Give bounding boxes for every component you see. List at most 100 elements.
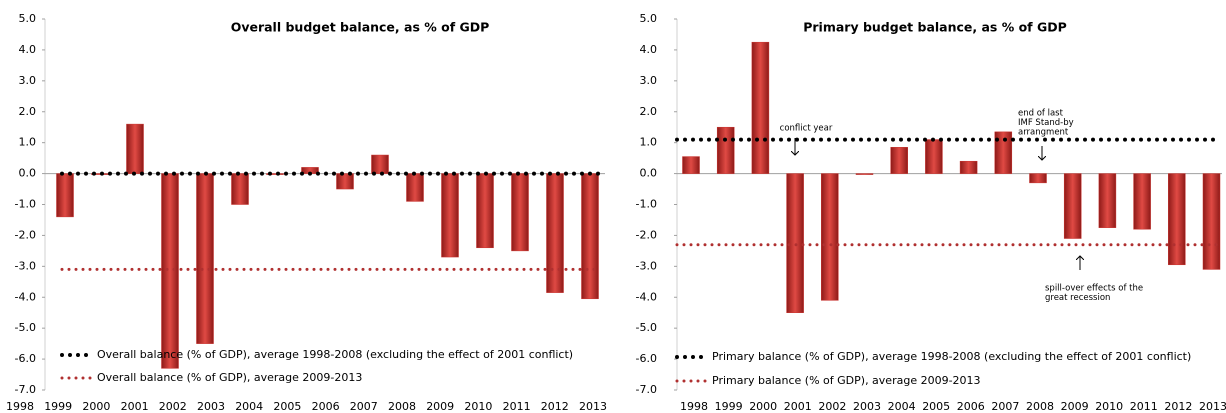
x-tick-label: 2012 <box>1164 400 1192 413</box>
bar <box>959 160 978 174</box>
bar <box>786 173 804 313</box>
annotation: great recession <box>1045 293 1110 303</box>
y-tick-label: -3.0 <box>15 259 36 272</box>
bar <box>682 156 700 174</box>
bar <box>511 173 529 252</box>
x-tick-label: 2007 <box>991 400 1019 413</box>
annotation: spill-over effects of the <box>1045 284 1143 294</box>
annotation: IMF Stand-by <box>1018 118 1074 128</box>
y-tick-label: 0.0 <box>19 167 37 180</box>
bar <box>581 173 599 300</box>
x-tick-label: 2004 <box>235 400 263 413</box>
y-tick-label: 3.0 <box>19 74 37 87</box>
bar <box>821 173 839 301</box>
x-tick-label: 1999 <box>715 400 743 413</box>
x-tick-label: 2007 <box>350 400 378 413</box>
y-tick-label: -5.0 <box>636 321 657 334</box>
x-tick-label: 2011 <box>1130 400 1158 413</box>
bar <box>1168 173 1186 266</box>
x-tick-label: 2009 <box>426 400 454 413</box>
y-tick-label: -6.0 <box>636 352 657 365</box>
x-tick-label: 2005 <box>273 400 301 413</box>
y-tick-label: 4.0 <box>640 43 658 56</box>
bar <box>890 147 908 174</box>
bar <box>231 173 249 205</box>
x-tick-label: 2008 <box>388 400 416 413</box>
x-tick-label: 2013 <box>1199 400 1226 413</box>
bar <box>406 173 424 202</box>
x-tick-label: 1999 <box>44 400 72 413</box>
bar <box>126 123 144 174</box>
chart-title: Overall budget balance, as % of GDP <box>231 20 490 35</box>
x-tick-label: 2012 <box>541 400 569 413</box>
y-tick-label: -1.0 <box>636 198 657 211</box>
bar <box>751 41 770 174</box>
x-tick-label: 2009 <box>1061 400 1089 413</box>
bar <box>1029 173 1047 184</box>
x-tick-label: 2000 <box>749 400 777 413</box>
bar <box>1202 173 1221 270</box>
y-tick-label: 2.0 <box>640 105 658 118</box>
y-tick-label: 1.0 <box>640 136 658 149</box>
x-tick-label: 2006 <box>957 400 985 413</box>
y-tick-label: 4.0 <box>19 43 37 56</box>
y-tick-label: -4.0 <box>636 290 657 303</box>
x-tick-label: 2003 <box>853 400 881 413</box>
y-tick-label: -7.0 <box>15 383 36 396</box>
y-tick-label: -7.0 <box>636 383 657 396</box>
bar <box>1098 173 1117 228</box>
y-tick-label: -1.0 <box>15 198 36 211</box>
bar <box>546 173 564 293</box>
y-tick-label: 2.0 <box>19 105 37 118</box>
bar <box>441 173 459 258</box>
bar <box>476 173 494 249</box>
x-tick-label: 2002 <box>818 400 846 413</box>
y-tick-label: 1.0 <box>19 136 37 149</box>
y-tick-label: -6.0 <box>15 352 36 365</box>
x-tick-label: 2000 <box>82 400 110 413</box>
x-tick-label: 2013 <box>579 400 607 413</box>
legend-label: Overall balance (% of GDP), average 1998… <box>97 348 573 361</box>
y-tick-label: -5.0 <box>15 321 36 334</box>
legend-label: Primary balance (% of GDP), average 1998… <box>712 350 1191 363</box>
bar <box>925 139 943 174</box>
bar <box>716 126 735 174</box>
y-tick-label: 3.0 <box>640 74 658 87</box>
y-tick-label: 5.0 <box>640 12 658 25</box>
bar <box>56 173 74 218</box>
x-tick-label: 2001 <box>121 400 149 413</box>
annotation: arrangment <box>1018 128 1069 138</box>
annotation: end of last <box>1018 109 1064 119</box>
y-tick-label: -2.0 <box>15 228 36 241</box>
x-tick-label: 1998 <box>6 400 34 413</box>
x-tick-label: 2002 <box>159 400 187 413</box>
x-tick-label: 2004 <box>888 400 916 413</box>
x-tick-label: 2005 <box>922 400 950 413</box>
x-tick-label: 2006 <box>312 400 340 413</box>
y-tick-label: -3.0 <box>636 259 657 272</box>
bar <box>1133 173 1151 230</box>
y-tick-label: -2.0 <box>636 228 657 241</box>
x-tick-label: 2001 <box>784 400 812 413</box>
x-tick-label: 2010 <box>1095 400 1123 413</box>
y-tick-label: 0.0 <box>640 167 658 180</box>
legend-label: Overall balance (% of GDP), average 2009… <box>97 371 362 384</box>
x-tick-label: 2010 <box>464 400 492 413</box>
bar <box>994 131 1013 174</box>
y-tick-label: -4.0 <box>15 290 36 303</box>
bar <box>855 173 874 175</box>
x-tick-label: 2011 <box>503 400 531 413</box>
bar <box>161 173 179 369</box>
x-tick-label: 2003 <box>197 400 225 413</box>
bar <box>371 154 389 174</box>
bar <box>1063 173 1082 239</box>
chart-title: Primary budget balance, as % of GDP <box>803 20 1067 35</box>
x-tick-label: 2008 <box>1026 400 1054 413</box>
bar <box>266 173 284 175</box>
annotation: conflict year <box>780 124 833 134</box>
bar <box>336 173 354 190</box>
bar <box>196 173 214 344</box>
x-tick-label: 1998 <box>680 400 708 413</box>
y-tick-label: 5.0 <box>19 12 37 25</box>
